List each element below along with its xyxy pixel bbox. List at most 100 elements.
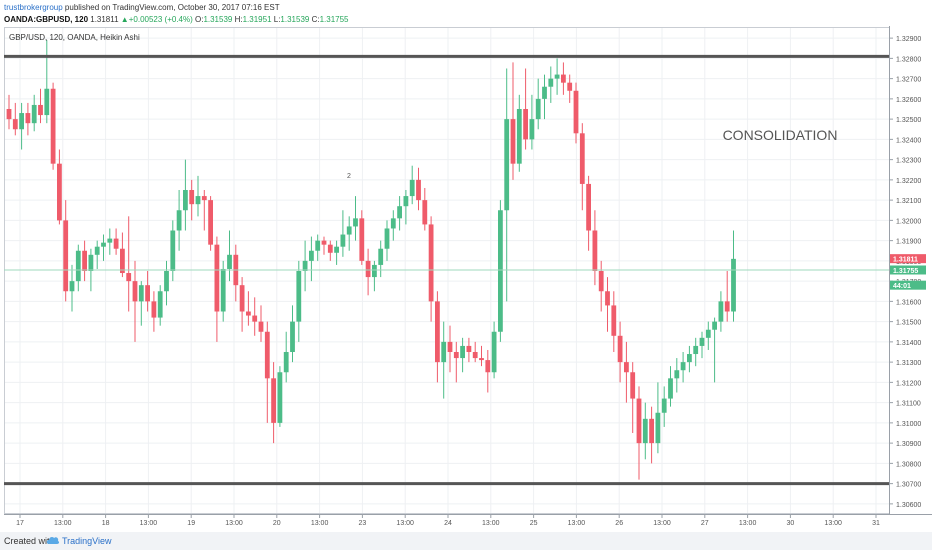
candle (57, 149, 62, 225)
high-label: H: (232, 15, 243, 24)
time-axis[interactable]: 17 13:00 18 13:00 19 13:00 20 13:00 23 13:00 24 13:… (16, 514, 880, 527)
candle (126, 216, 132, 312)
candle-body (372, 264, 377, 278)
candle (529, 94, 535, 150)
candle-body (435, 301, 440, 363)
candle-body (63, 220, 69, 292)
price-tick-label: 1.30800 (896, 461, 921, 468)
candlestick-chart[interactable]: 1.32900 1.32800 1.32700 1.32600 1.32500 1.324… (0, 26, 932, 532)
candle-body (75, 250, 81, 282)
candle (170, 220, 176, 282)
candle (472, 341, 478, 363)
price-tick-label: 1.32600 (896, 97, 921, 104)
price-label-text: 1.31755 (893, 268, 918, 275)
candle (491, 321, 497, 379)
candle-body (88, 254, 94, 271)
time-tick-label: 13:00 (54, 520, 72, 527)
candle (340, 210, 346, 257)
candle-body (201, 196, 207, 201)
author-link[interactable]: trustbrokergroup (4, 3, 63, 12)
candle (132, 260, 138, 342)
candle-body (365, 260, 371, 278)
candle (107, 228, 113, 255)
candle (378, 240, 384, 278)
candle-body (712, 321, 717, 330)
candle-body (668, 378, 673, 399)
candle-body (630, 372, 636, 399)
candle-body (290, 321, 295, 352)
candle-body (38, 104, 43, 116)
candle-body (340, 234, 346, 247)
candle (416, 167, 421, 211)
candle (290, 305, 295, 363)
candle-body (529, 119, 535, 140)
candle-body (390, 218, 396, 229)
candle-body (176, 210, 182, 231)
change-value: +0.00523 (+0.4%) (128, 15, 193, 24)
candle (586, 175, 591, 251)
candle-body (453, 352, 459, 359)
candle-body (441, 341, 447, 363)
candle (567, 74, 573, 103)
candle (680, 352, 686, 383)
candle-body (31, 104, 37, 124)
price-tick-label: 1.31900 (896, 239, 921, 246)
candle (397, 196, 402, 231)
price-tick-label: 1.30700 (896, 482, 921, 489)
grid-lines (4, 28, 889, 514)
candle (441, 321, 447, 399)
candle-body (724, 301, 730, 312)
candle (535, 78, 541, 130)
candle (214, 236, 220, 342)
candle-body (491, 331, 497, 373)
chart-area[interactable]: 1.32900 1.32800 1.32700 1.32600 1.32500 1.324… (0, 26, 932, 532)
candle-body (384, 228, 390, 249)
candle-body (44, 88, 50, 116)
candle (435, 291, 440, 383)
candle (687, 345, 692, 373)
candle-body (145, 285, 150, 302)
candle-body (447, 341, 453, 352)
candle-body (535, 98, 541, 120)
open-label: O: (192, 15, 204, 24)
candle (510, 62, 516, 180)
publish-header: trustbrokergroup published on TradingVie… (0, 0, 932, 26)
candle-body (416, 179, 421, 201)
candle-body (598, 271, 604, 292)
time-tick-label: 20 (273, 520, 281, 527)
time-tick-label: 13:00 (311, 520, 329, 527)
close-label: C: (309, 15, 320, 24)
price-label-box (890, 265, 926, 275)
candle (31, 94, 37, 132)
time-tick-label: 13:00 (140, 520, 158, 527)
consolidation-annotation: CONSOLIDATION (723, 127, 838, 143)
candle-body (252, 315, 258, 322)
candle (642, 402, 648, 460)
candle (466, 337, 472, 363)
time-tick-label: 13:00 (225, 520, 243, 527)
candle (542, 74, 547, 120)
price-label-text: 44:01 (893, 283, 911, 290)
candle (6, 94, 12, 130)
time-tick-label: 13:00 (396, 520, 414, 527)
price-axis[interactable]: 1.32900 1.32800 1.32700 1.32600 1.32500 1.324… (889, 36, 926, 509)
candle-body (101, 242, 106, 247)
candle-body (567, 82, 573, 91)
candle (724, 271, 730, 322)
candle (668, 366, 673, 407)
price-tick-label: 1.30600 (896, 502, 921, 509)
candle-body (699, 337, 705, 346)
candle-body (680, 362, 686, 371)
candle-body (485, 360, 491, 373)
candle (731, 230, 736, 322)
candle (176, 190, 182, 251)
candle (699, 331, 705, 359)
candle (674, 358, 680, 393)
candle-body (579, 133, 585, 184)
time-tick-label: 13:00 (739, 520, 757, 527)
candle-body (258, 321, 264, 332)
candle (82, 240, 87, 282)
tradingview-link[interactable]: TradingView (62, 536, 112, 546)
candle (523, 68, 528, 150)
candle (346, 216, 352, 251)
